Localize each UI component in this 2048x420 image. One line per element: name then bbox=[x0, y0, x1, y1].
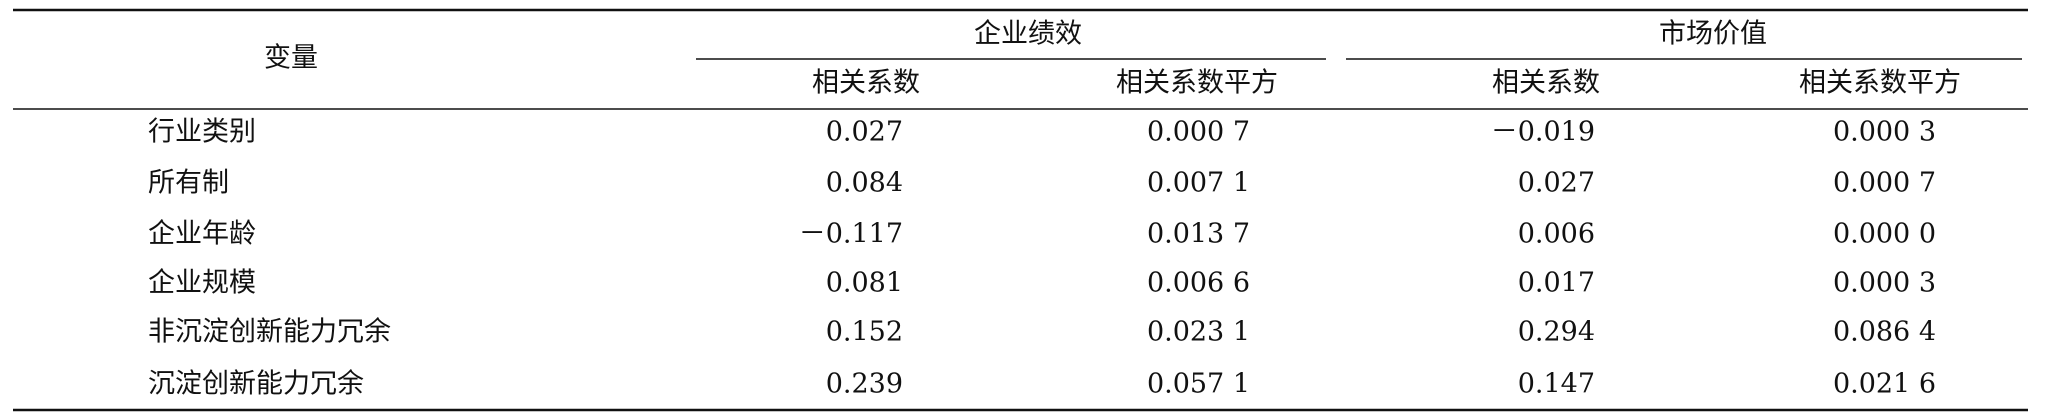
cell-value: 0.086 4 bbox=[1833, 317, 1936, 348]
cell-value: 0.081 bbox=[826, 268, 903, 299]
cell-value: －0.019 bbox=[1491, 117, 1595, 148]
cell-value: 0.021 6 bbox=[1833, 369, 1936, 400]
row-label: 沉淀创新能力冗余 bbox=[148, 369, 364, 400]
column-header: 相关系数 bbox=[1492, 68, 1600, 99]
cell-value: －0.117 bbox=[799, 219, 903, 250]
cell-value: 0.000 0 bbox=[1833, 219, 1936, 250]
group-header: 企业绩效 bbox=[974, 19, 1082, 50]
cell-value: 0.152 bbox=[826, 317, 903, 348]
cell-value: 0.027 bbox=[1518, 168, 1595, 199]
column-header: 相关系数 bbox=[812, 68, 920, 99]
cell-value: 0.013 7 bbox=[1147, 219, 1250, 250]
variable-header: 变量 bbox=[264, 43, 318, 74]
cell-value: 0.294 bbox=[1518, 317, 1595, 348]
row-label: 所有制 bbox=[148, 168, 229, 199]
cell-value: 0.006 6 bbox=[1147, 268, 1250, 299]
cell-value: 0.084 bbox=[826, 168, 903, 199]
cell-value: 0.000 3 bbox=[1833, 268, 1936, 299]
cell-value: 0.147 bbox=[1518, 369, 1595, 400]
column-header: 相关系数平方 bbox=[1116, 68, 1278, 99]
cell-value: 0.000 7 bbox=[1147, 117, 1250, 148]
column-header: 相关系数平方 bbox=[1799, 68, 1961, 99]
cell-value: 0.006 bbox=[1518, 219, 1595, 250]
cell-value: 0.027 bbox=[826, 117, 903, 148]
cell-value: 0.007 1 bbox=[1147, 168, 1250, 199]
cell-value: 0.057 1 bbox=[1147, 369, 1250, 400]
row-label: 企业规模 bbox=[148, 268, 256, 299]
cell-value: 0.000 3 bbox=[1833, 117, 1936, 148]
cell-value: 0.000 7 bbox=[1833, 168, 1936, 199]
row-label: 行业类别 bbox=[148, 117, 256, 148]
cell-value: 0.023 1 bbox=[1147, 317, 1250, 348]
cell-value: 0.239 bbox=[826, 369, 903, 400]
row-label: 企业年龄 bbox=[148, 219, 256, 250]
cell-value: 0.017 bbox=[1518, 268, 1595, 299]
group-header: 市场价值 bbox=[1659, 19, 1767, 50]
row-label: 非沉淀创新能力冗余 bbox=[148, 317, 391, 348]
